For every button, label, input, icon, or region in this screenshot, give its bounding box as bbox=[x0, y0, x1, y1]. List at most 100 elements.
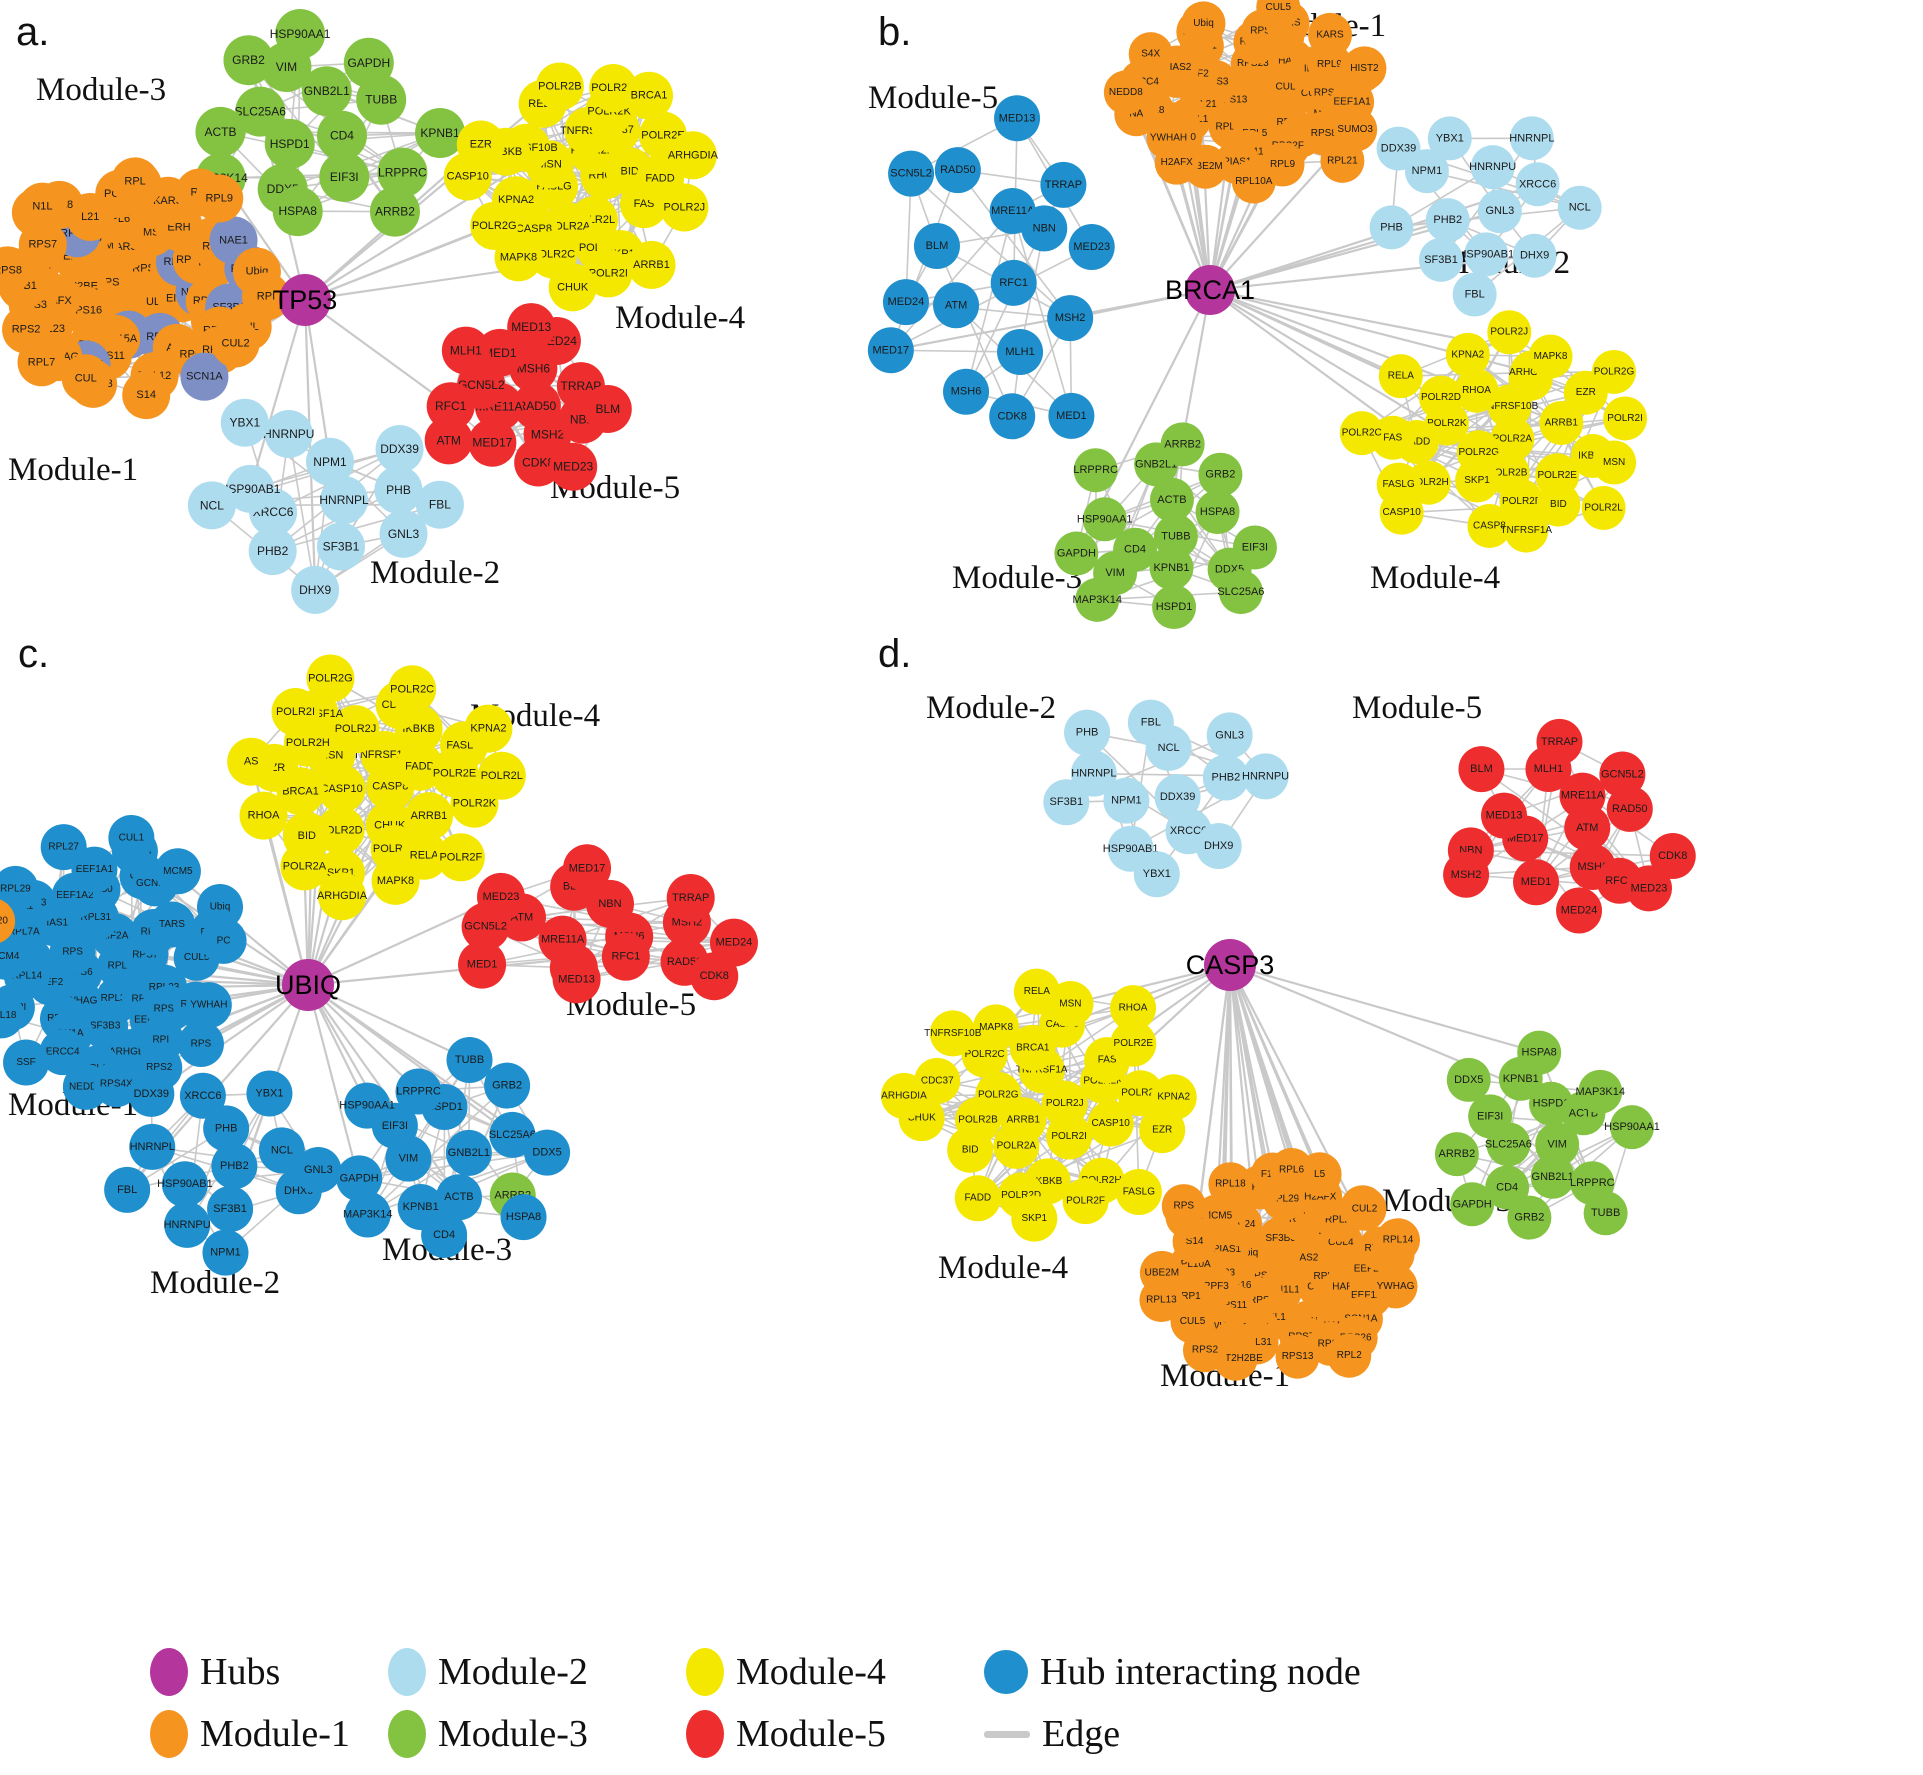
network-node[interactable]: CASP8 bbox=[1467, 503, 1512, 548]
network-node[interactable]: LRPPRC bbox=[395, 1068, 442, 1115]
network-node[interactable]: VIM bbox=[1535, 1122, 1580, 1167]
node-circle[interactable] bbox=[1128, 32, 1173, 77]
node-circle[interactable] bbox=[426, 382, 475, 431]
network-node[interactable]: ATM bbox=[933, 282, 980, 329]
network-node[interactable]: MED17 bbox=[563, 844, 612, 893]
node-circle[interactable] bbox=[1599, 751, 1646, 798]
node-circle[interactable] bbox=[280, 842, 329, 891]
network-node[interactable]: KPNA2 bbox=[1445, 332, 1490, 377]
node-circle[interactable] bbox=[272, 186, 323, 237]
node-circle[interactable] bbox=[1256, 0, 1301, 30]
node-circle[interactable] bbox=[1626, 865, 1673, 912]
node-circle[interactable] bbox=[1369, 205, 1414, 250]
network-node[interactable]: GCN5L2 bbox=[1599, 751, 1646, 798]
node-circle[interactable] bbox=[1425, 198, 1470, 243]
network-node[interactable]: SLC25A6 bbox=[1217, 570, 1264, 615]
node-circle[interactable] bbox=[18, 182, 67, 231]
node-circle[interactable] bbox=[1152, 585, 1197, 630]
node-circle[interactable] bbox=[421, 1211, 468, 1258]
hub-node-ubiq[interactable]: UBIQ bbox=[275, 959, 341, 1011]
node-circle[interactable] bbox=[1427, 116, 1472, 161]
node-circle[interactable] bbox=[1468, 1094, 1513, 1139]
network-node[interactable]: KPNB1 bbox=[415, 107, 466, 158]
node-circle[interactable] bbox=[494, 233, 543, 282]
network-node[interactable]: MED1 bbox=[1513, 859, 1560, 906]
node-circle[interactable] bbox=[200, 917, 247, 964]
node-circle[interactable] bbox=[1487, 310, 1532, 355]
network-node[interactable]: MCM5 bbox=[154, 848, 201, 895]
node-circle[interactable] bbox=[601, 932, 650, 981]
network-node[interactable]: MLH1 bbox=[997, 328, 1044, 375]
node-circle[interactable] bbox=[947, 1126, 994, 1173]
node-circle[interactable] bbox=[1578, 1069, 1623, 1114]
node-circle[interactable] bbox=[0, 246, 32, 295]
node-circle[interactable] bbox=[108, 814, 155, 861]
node-circle[interactable] bbox=[954, 1175, 1001, 1222]
node-circle[interactable] bbox=[1418, 375, 1463, 420]
node-circle[interactable] bbox=[1218, 570, 1263, 615]
node-circle[interactable] bbox=[468, 418, 517, 467]
network-node[interactable]: POLR2I bbox=[1046, 1113, 1093, 1160]
network-node[interactable]: Ubiq bbox=[196, 884, 243, 931]
node-circle[interactable] bbox=[563, 844, 612, 893]
network-node[interactable]: RHOA bbox=[1454, 368, 1499, 413]
node-circle[interactable] bbox=[1342, 1186, 1387, 1231]
node-circle[interactable] bbox=[1320, 138, 1365, 183]
network-node[interactable]: RPS bbox=[1161, 1184, 1206, 1229]
network-node[interactable]: HNRNPL bbox=[1070, 750, 1117, 797]
network-node[interactable]: YWHAH bbox=[185, 982, 232, 1029]
network-node[interactable]: RAD50 bbox=[1606, 785, 1653, 832]
node-circle[interactable] bbox=[1481, 792, 1528, 839]
node-circle[interactable] bbox=[343, 37, 394, 88]
network-node[interactable]: HNRNPU bbox=[164, 1201, 211, 1248]
node-circle[interactable] bbox=[202, 1229, 249, 1276]
network-node[interactable]: H2AFX bbox=[1154, 140, 1199, 185]
node-circle[interactable] bbox=[690, 952, 739, 1001]
network-node[interactable]: ACTB bbox=[1149, 477, 1194, 522]
network-node[interactable]: ARHGDIA bbox=[317, 872, 368, 921]
node-circle[interactable] bbox=[1206, 712, 1253, 759]
node-circle[interactable] bbox=[552, 955, 601, 1004]
network-node[interactable]: HNRNPL bbox=[319, 476, 369, 525]
network-node[interactable]: MSN bbox=[1592, 440, 1637, 485]
network-node[interactable]: PHB bbox=[374, 465, 423, 514]
network-node[interactable]: TRRAP bbox=[666, 873, 715, 922]
network-node[interactable]: EIF3I bbox=[319, 151, 370, 202]
network-node[interactable]: HSP90AB1 bbox=[1458, 232, 1514, 277]
node-circle[interactable] bbox=[241, 272, 290, 321]
node-circle[interactable] bbox=[1110, 985, 1157, 1032]
node-circle[interactable] bbox=[1021, 205, 1068, 252]
hub-node-brca1[interactable]: BRCA1 bbox=[1165, 265, 1255, 315]
network-node[interactable]: PHB2 bbox=[1202, 754, 1249, 801]
network-node[interactable]: HNRNPL bbox=[1509, 116, 1554, 161]
node-circle[interactable] bbox=[305, 437, 354, 486]
node-circle[interactable] bbox=[1232, 525, 1277, 570]
network-node[interactable]: RPL18 bbox=[0, 992, 25, 1039]
network-node[interactable]: PHB bbox=[1369, 205, 1414, 250]
node-circle[interactable] bbox=[1379, 490, 1424, 535]
node-circle[interactable] bbox=[1150, 1074, 1197, 1121]
node-circle[interactable] bbox=[1557, 185, 1602, 230]
node-circle[interactable] bbox=[549, 442, 598, 491]
network-node[interactable]: MAP3K14 bbox=[343, 1191, 393, 1238]
network-node[interactable]: RFC1 bbox=[426, 382, 475, 431]
node-circle[interactable] bbox=[1507, 1195, 1552, 1240]
node-circle[interactable] bbox=[1512, 233, 1557, 278]
network-node[interactable]: POLR2C bbox=[1339, 411, 1384, 456]
network-node[interactable]: HSP90AA1 bbox=[1604, 1105, 1660, 1150]
node-circle[interactable] bbox=[1539, 400, 1584, 445]
network-node[interactable]: HNRNPU bbox=[1469, 145, 1516, 190]
network-node[interactable]: HSPA8 bbox=[500, 1194, 547, 1241]
network-node[interactable]: YBX1 bbox=[1427, 116, 1472, 161]
network-node[interactable]: BID bbox=[1536, 482, 1581, 527]
node-circle[interactable] bbox=[306, 654, 355, 703]
network-node[interactable]: YBX1 bbox=[246, 1070, 293, 1117]
node-circle[interactable] bbox=[148, 901, 195, 948]
node-circle[interactable] bbox=[1195, 823, 1242, 870]
network-node[interactable]: HNRNPU bbox=[263, 410, 314, 459]
network-node[interactable]: PHB2 bbox=[248, 527, 297, 576]
network-node[interactable]: KARS bbox=[1308, 12, 1353, 57]
network-node[interactable]: MAPK8 bbox=[973, 1004, 1020, 1051]
node-circle[interactable] bbox=[1477, 189, 1522, 234]
network-node[interactable]: SSF bbox=[3, 1039, 50, 1086]
